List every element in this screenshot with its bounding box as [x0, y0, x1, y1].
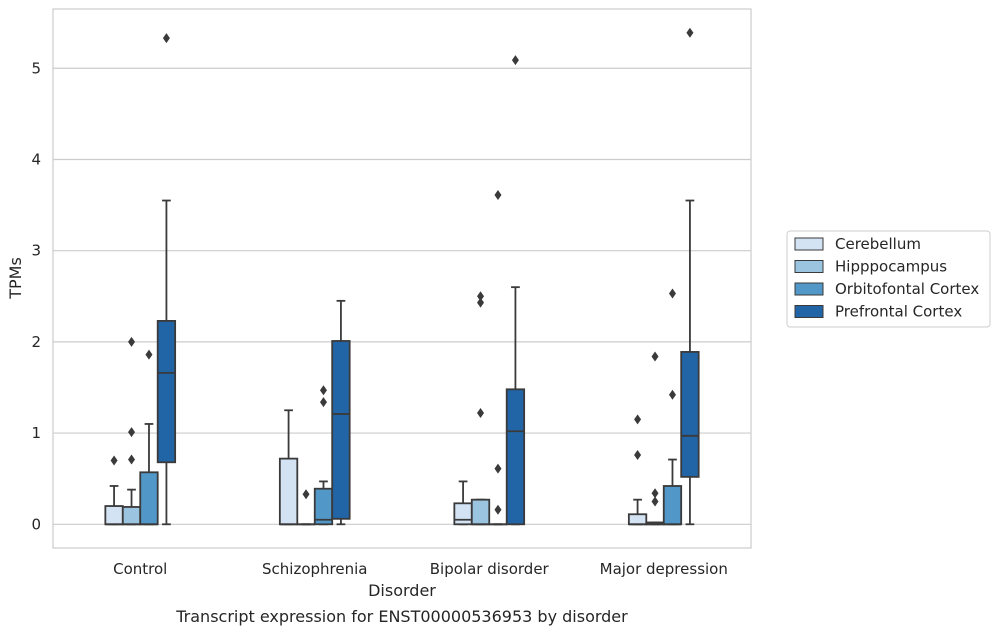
legend-swatch [794, 260, 824, 273]
outlier-point [668, 389, 676, 400]
outlier-point [319, 385, 327, 396]
box-2-1 [278, 409, 299, 526]
legend-label: Hipppocampus [835, 258, 947, 276]
x-axis-ticks: Control Schizophrenia Bipolar disorder Majo… [113, 560, 728, 578]
outlier-point [494, 463, 502, 474]
box-body [470, 498, 491, 526]
x-tick-label: Major depression [600, 560, 728, 578]
outlier-point [686, 27, 694, 38]
box-2-2 [296, 489, 316, 526]
outlier-point [634, 449, 642, 460]
box-3-1 [453, 480, 473, 526]
box-3-3 [488, 190, 508, 526]
box-1-4 [156, 33, 177, 526]
legend: Cerebellum Hipppocampus Orbitofontal Corte… [786, 230, 991, 328]
outlier-point [634, 414, 642, 425]
outlier-point [477, 408, 485, 419]
plot-area [52, 8, 752, 549]
box-body [331, 340, 351, 520]
box-body [139, 471, 159, 526]
outlier-point [128, 336, 136, 347]
legend-label: Orbitofontal Cortex [835, 280, 979, 298]
x-tick-label: Schizophrenia [262, 560, 367, 578]
y-tick-label: 3 [31, 242, 41, 260]
outlier-point [494, 190, 502, 201]
outlier-point [651, 496, 659, 507]
box-body [121, 506, 142, 526]
y-tick-label: 0 [31, 515, 41, 533]
box-2-4 [331, 299, 351, 526]
box-body [278, 457, 299, 526]
x-tick-label: Control [113, 560, 167, 578]
box-1-1 [104, 455, 124, 526]
outlier-point [651, 488, 659, 499]
y-tick-label: 2 [31, 333, 41, 351]
x-tick-label: Bipolar disorder [430, 560, 550, 578]
outlier-point [494, 504, 502, 515]
box-4-2 [645, 351, 665, 526]
legend-swatch [794, 305, 824, 318]
box-4-3 [662, 288, 683, 526]
box-body [680, 351, 700, 478]
outlier-point [110, 455, 118, 466]
box-body [662, 485, 683, 526]
box-4-4 [680, 27, 700, 526]
box-1-3 [139, 349, 159, 526]
legend-label: Prefrontal Cortex [835, 303, 962, 321]
outlier-point [511, 55, 519, 66]
box-plots [104, 27, 700, 526]
legend-swatch [794, 282, 824, 296]
box-body [627, 513, 648, 526]
box-2-3 [313, 385, 334, 526]
y-tick-label: 4 [31, 150, 41, 168]
y-axis-label: TPMs [6, 257, 25, 300]
figure-caption: Transcript expression for ENST0000053695… [175, 607, 628, 626]
outlier-point [128, 427, 136, 438]
legend-label: Cerebellum [835, 235, 921, 253]
box-3-4 [505, 55, 526, 526]
box-body [104, 505, 124, 526]
legend-frame [786, 230, 991, 328]
y-axis-ticks: 0 1 2 3 4 5 [31, 59, 41, 533]
box-4-1 [627, 414, 648, 526]
box-1-2 [121, 336, 142, 526]
outlier-point [651, 351, 659, 362]
outlier-point [302, 489, 310, 500]
outlier-point [477, 291, 485, 302]
outlier-point [145, 349, 153, 360]
y-tick-label: 5 [31, 59, 41, 77]
box-body [505, 388, 526, 526]
x-axis-label: Disorder [368, 581, 436, 600]
outlier-point [162, 33, 170, 44]
y-tick-label: 1 [31, 424, 41, 442]
outlier-point [319, 397, 327, 408]
box-3-2 [470, 291, 491, 526]
legend-swatch [794, 237, 824, 251]
outlier-point [128, 454, 136, 465]
box-body [453, 502, 473, 526]
outlier-point [477, 297, 485, 308]
outlier-point [668, 288, 676, 299]
box-body [156, 320, 177, 464]
